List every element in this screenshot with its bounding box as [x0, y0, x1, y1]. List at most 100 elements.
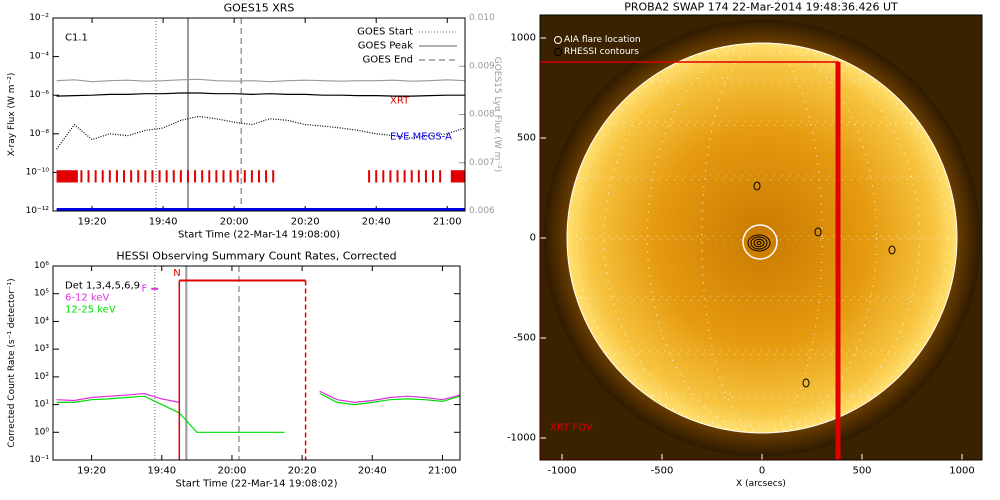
flag-label: N	[173, 268, 180, 279]
legend-label: GOES Start	[357, 27, 413, 38]
x-axis-label: X (arcsecs)	[736, 479, 786, 489]
rhessi-contour	[747, 234, 771, 252]
y-tick-label: -500	[513, 333, 536, 344]
y2-axis-label: GOES15 Lyα Flux (W m⁻²)	[492, 57, 502, 173]
longitude-grid	[701, 42, 823, 434]
y-tick-label: 10⁶	[34, 261, 49, 271]
latitude-grid	[566, 235, 958, 241]
y-axis-label: X-ray Flux (W m⁻²)	[7, 73, 17, 157]
x-axis-label: Start Time (22-Mar-14 19:08:02)	[175, 479, 337, 490]
aia-flare	[742, 224, 778, 260]
latitude-grid	[603, 120, 921, 126]
rhessi-contour	[802, 378, 810, 388]
solar-disk	[566, 42, 958, 434]
annotation: C1.1	[65, 33, 88, 44]
xrt-observation	[158, 170, 161, 183]
xrt-observation	[151, 170, 154, 183]
y-tick-label: 10⁻⁶	[29, 90, 49, 100]
y-tick-label: 500	[517, 133, 536, 144]
xrt-observation	[179, 170, 182, 183]
latitude-grid	[646, 77, 878, 83]
xrt-observation	[123, 170, 126, 183]
chart-title: PROBA2 SWAP 174 22-Mar-2014 19:48:36.426…	[624, 1, 898, 14]
y-tick-label: 10⁰	[34, 427, 49, 437]
y2-tick-label: 0.007	[469, 158, 495, 168]
xrt-observation	[439, 170, 442, 183]
rhessi-contour	[814, 227, 822, 237]
x-tick-label: 19:20	[78, 217, 107, 228]
legend-swatch	[554, 36, 562, 44]
x-tick-label: 20:00	[220, 217, 249, 228]
xrt-observation	[215, 170, 218, 183]
xrt-observation	[250, 170, 253, 183]
xrt-observation	[172, 170, 175, 183]
xrt-observation	[410, 170, 413, 183]
flag-label: F	[141, 283, 147, 294]
legend-label: 12-25 keV	[65, 305, 116, 316]
y-tick-label: 10⁻²	[29, 13, 49, 23]
xrt-observation	[396, 170, 399, 183]
legend-label: GOES End	[363, 55, 413, 66]
y-tick-label: 1000	[511, 33, 536, 44]
xrt-observation	[368, 170, 371, 183]
longitude-grid	[576, 42, 948, 434]
series-line	[56, 78, 466, 83]
longitude-grid	[603, 42, 921, 434]
series-label: EVE MEGS-A	[390, 131, 452, 142]
xrt-observation-block	[56, 170, 78, 183]
x-tick-label: -500	[651, 466, 674, 477]
xrt-observation	[403, 170, 406, 183]
xrt-observation	[243, 170, 246, 183]
xrt-observation	[432, 170, 435, 183]
y2-tick-label: 0.006	[469, 206, 495, 216]
x-tick-label: 21:00	[433, 217, 462, 228]
latitude-grid	[576, 175, 948, 181]
plot-frame	[52, 17, 466, 212]
xrt-fov-label: XRT FOV	[550, 423, 593, 434]
y-tick-label: 10⁻¹	[29, 455, 49, 465]
rhessi-contour	[753, 181, 761, 191]
x-tick-label: -1000	[547, 466, 576, 477]
legend-label: GOES Peak	[358, 41, 413, 52]
x-tick-label: 20:20	[291, 217, 320, 228]
plot-frame	[539, 14, 983, 461]
series-label: XRT	[390, 96, 410, 107]
x-tick-label: 21:00	[428, 466, 457, 477]
xrt-observation-block	[450, 170, 465, 183]
chart-title: HESSI Observing Summary Count Rates, Cor…	[116, 250, 396, 263]
xrt-observation	[144, 170, 147, 183]
latitude-grid	[646, 393, 878, 399]
xrt-observation	[222, 170, 225, 183]
x-tick-label: 19:20	[77, 466, 106, 477]
xrt-observation	[201, 170, 204, 183]
xrt-observation	[389, 170, 392, 183]
xrt-observation	[424, 170, 427, 183]
xrt-observation	[265, 170, 268, 183]
y-tick-label: 10⁻¹²	[26, 206, 50, 216]
y2-tick-label: 0.010	[469, 13, 495, 23]
xrt-observation	[165, 170, 168, 183]
xrt-observation	[137, 170, 140, 183]
xrt-observation	[208, 170, 211, 183]
chart-title: GOES15 XRS	[224, 2, 295, 15]
y-tick-label: 10¹	[34, 400, 49, 410]
legend-label: AIA flare location	[564, 35, 641, 45]
latitude-grid	[603, 350, 921, 356]
xrt-observation	[87, 170, 90, 183]
legend-swatch	[554, 48, 562, 56]
xrt-observation	[94, 170, 97, 183]
x-tick-label: 20:40	[358, 466, 387, 477]
xrt-observation	[115, 170, 118, 183]
xrt-observation	[417, 170, 420, 183]
xrt-observation	[101, 170, 104, 183]
xrt-observation	[258, 170, 260, 183]
y-tick-label: 10⁻⁴	[29, 52, 49, 62]
x-tick-label: 20:20	[288, 466, 317, 477]
y-tick-label: 10⁻⁸	[29, 129, 49, 139]
plot-frame	[52, 265, 461, 461]
x-tick-label: 19:40	[147, 466, 176, 477]
rhessi-contour-ring	[756, 241, 762, 245]
xrt-observation	[272, 170, 275, 183]
y2-tick-label: 0.008	[469, 110, 495, 120]
